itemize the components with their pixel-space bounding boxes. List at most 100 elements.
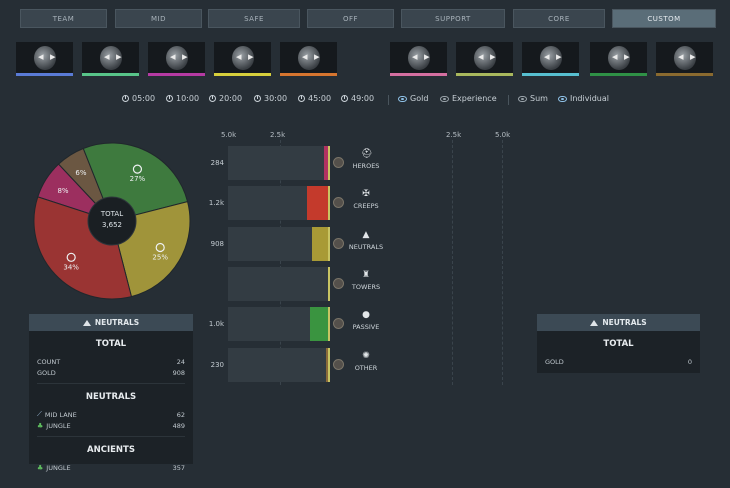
gold-pie-chart: TOTAL 3,652 8% 6% 27% 25% 34% [33, 142, 191, 300]
arrow-left-icon[interactable]: ◂ [478, 50, 484, 63]
section-title: TOTAL [603, 339, 634, 349]
stat-key: GOLD [545, 357, 564, 366]
bar-fill [323, 146, 330, 180]
arrow-right-icon[interactable]: ▸ [490, 50, 496, 63]
hero-face-icon [408, 46, 430, 70]
creeps-icon [66, 252, 76, 262]
hero-portrait[interactable]: ◂ ▸ [390, 42, 447, 76]
arrow-left-icon[interactable]: ◂ [170, 50, 176, 63]
arrow-right-icon[interactable]: ▸ [182, 50, 188, 63]
left-neutrals-panel: NEUTRALS TOTAL COUNT 24 GOLD 908 NEUTRALS ⟋ MID… [29, 314, 193, 472]
section-title: ANCIENTS [87, 445, 135, 455]
row-neutrals[interactable] [228, 227, 330, 261]
divider [508, 95, 509, 105]
arrow-right-icon[interactable]: ▸ [314, 50, 320, 63]
time-option[interactable]: 49:00 [341, 94, 374, 103]
hero-face-icon [540, 46, 562, 70]
hero-portrait[interactable]: ◂ ▸ [656, 42, 713, 76]
axis-label: 5.0k [495, 131, 511, 139]
tab-team[interactable]: TEAM [20, 9, 107, 28]
pie-slice-label: 34% [63, 263, 79, 271]
hero-face-icon [166, 46, 188, 70]
mode-toggle-individual[interactable]: Individual [558, 94, 609, 103]
arrow-left-icon[interactable]: ◂ [104, 50, 110, 63]
tower-icon: ♜ [361, 270, 371, 280]
stat-value: 908 [172, 368, 185, 377]
row-other[interactable] [228, 348, 330, 382]
time-option[interactable]: 10:00 [166, 94, 199, 103]
hero-portrait[interactable]: ◂ ▸ [590, 42, 647, 76]
panel-title: NEUTRALS [94, 318, 140, 327]
arrow-left-icon[interactable]: ◂ [236, 50, 242, 63]
time-label: 30:00 [264, 94, 288, 103]
divider [37, 436, 185, 437]
hero-portrait[interactable]: ◂ ▸ [148, 42, 205, 76]
hero-face-icon [232, 46, 254, 70]
filter-bar: 05:00 10:00 20:00 30:00 45:00 49:00 Gold Experi… [0, 94, 730, 108]
hero-face-icon [100, 46, 122, 70]
section-title: TOTAL [95, 339, 127, 349]
stat-line: ⟋ MID LANE 62 [29, 409, 193, 420]
role-tabs: TEAM MID SAFE OFF SUPPORT CORE CUSTOM [20, 9, 716, 29]
hero-portrait[interactable]: ◂ ▸ [16, 42, 73, 76]
tab-safe[interactable]: SAFE [208, 9, 300, 28]
arrow-left-icon[interactable]: ◂ [612, 50, 618, 63]
stat-toggle-gold[interactable]: Gold [398, 94, 428, 103]
arrow-right-icon[interactable]: ▸ [248, 50, 254, 63]
time-option[interactable]: 30:00 [254, 94, 287, 103]
pie-center-value: 3,652 [102, 221, 122, 229]
row-category: ● PASSIVE [345, 310, 387, 331]
hero-face-icon [34, 46, 56, 70]
arrow-right-icon[interactable]: ▸ [50, 50, 56, 63]
bar-fill [306, 186, 330, 220]
row-value: 230 [210, 361, 224, 369]
hero-portrait[interactable]: ◂ ▸ [522, 42, 579, 76]
arrow-right-icon[interactable]: ▸ [690, 50, 696, 63]
arrow-right-icon[interactable]: ▸ [424, 50, 430, 63]
arrow-left-icon[interactable]: ◂ [38, 50, 44, 63]
stat-line: GOLD 908 [29, 367, 193, 378]
time-option[interactable]: 45:00 [298, 94, 331, 103]
row-towers[interactable] [228, 267, 330, 301]
grid-line [502, 140, 504, 385]
row-creeps[interactable] [228, 186, 330, 220]
pie-slice-label: 25% [152, 254, 168, 262]
arrow-left-icon[interactable]: ◂ [302, 50, 308, 63]
mode-toggle-sum[interactable]: Sum [518, 94, 548, 103]
mode-label: Individual [570, 94, 609, 103]
tab-support[interactable]: SUPPORT [401, 9, 505, 28]
row-category: ▲ NEUTRALS [345, 230, 387, 251]
stat-value: 24 [176, 357, 185, 366]
arrow-right-icon[interactable]: ▸ [116, 50, 122, 63]
stat-label: Experience [452, 94, 497, 103]
hero-portrait[interactable]: ◂ ▸ [214, 42, 271, 76]
arrow-left-icon[interactable]: ◂ [678, 50, 684, 63]
sword-icon: ⟋ [37, 410, 42, 418]
stat-toggle-experience[interactable]: Experience [440, 94, 497, 103]
clock-icon [166, 95, 173, 102]
tab-core[interactable]: CORE [513, 9, 605, 28]
hero-portrait[interactable]: ◂ ▸ [280, 42, 337, 76]
tab-mid[interactable]: MID [115, 9, 202, 28]
arrow-right-icon[interactable]: ▸ [556, 50, 562, 63]
time-option[interactable]: 20:00 [209, 94, 242, 103]
hero-portrait[interactable]: ◂ ▸ [82, 42, 139, 76]
pie-slice-label: 8% [57, 187, 68, 195]
time-option[interactable]: 05:00 [122, 94, 155, 103]
arrow-left-icon[interactable]: ◂ [412, 50, 418, 63]
row-label: CREEPS [353, 202, 379, 210]
arrow-left-icon[interactable]: ◂ [544, 50, 550, 63]
clock-icon [341, 95, 348, 102]
panel-title: NEUTRALS [602, 318, 647, 327]
row-heroes[interactable] [228, 146, 330, 180]
bar-endline [328, 348, 330, 382]
stat-key: COUNT [37, 357, 61, 366]
tab-off[interactable]: OFF [307, 9, 394, 28]
row-passive[interactable] [228, 307, 330, 341]
time-label: 05:00 [132, 94, 156, 103]
arrow-right-icon[interactable]: ▸ [624, 50, 630, 63]
hero-portrait[interactable]: ◂ ▸ [456, 42, 513, 76]
axis-label: 2.5k [270, 131, 286, 139]
tab-custom[interactable]: CUSTOM [612, 9, 716, 28]
tree-icon: ♣ [37, 421, 44, 430]
